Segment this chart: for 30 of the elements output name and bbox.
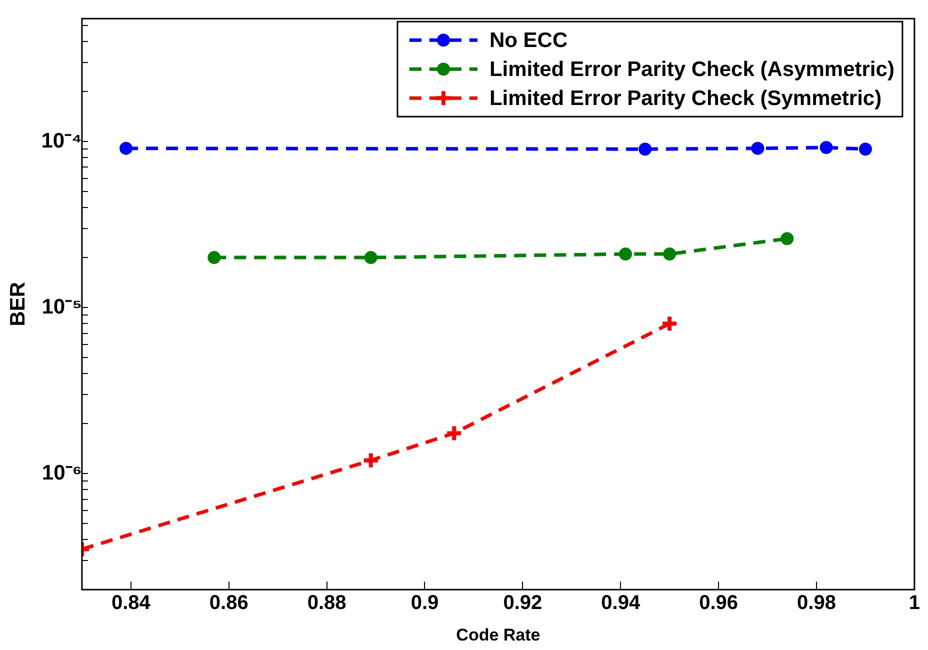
point xyxy=(619,248,632,261)
x-tick-label: 0.86 xyxy=(209,592,248,614)
point xyxy=(660,314,679,333)
legend-label: Limited Error Parity Check (Asymmetric) xyxy=(489,58,894,81)
point xyxy=(208,251,221,264)
point xyxy=(780,232,794,246)
x-tick-label: 0.84 xyxy=(111,592,152,614)
x-tick-label: 0.88 xyxy=(307,592,346,614)
point xyxy=(858,142,872,156)
x-tick-label: 0.92 xyxy=(503,592,542,614)
x-tick-label: 1 xyxy=(908,592,920,614)
legend-label: No ECC xyxy=(489,28,568,52)
x-tick-label: 0.96 xyxy=(699,592,738,614)
point xyxy=(663,248,676,261)
x-axis-title: Code Rate xyxy=(456,625,540,644)
y-tick-label: 10⁻⁶ xyxy=(42,461,82,484)
y-axis-title: BER xyxy=(6,282,30,326)
point xyxy=(820,141,833,154)
point xyxy=(120,142,133,155)
point xyxy=(445,424,464,442)
x-tick-label: 0.94 xyxy=(601,592,641,614)
point xyxy=(362,451,380,470)
point xyxy=(751,142,764,155)
y-tick-label: 10⁻⁵ xyxy=(42,295,82,318)
y-tick-label: 10⁻⁴ xyxy=(41,129,82,152)
x-tick-label: 0.9 xyxy=(410,592,439,614)
x-tick-label: 0.98 xyxy=(797,592,836,614)
point xyxy=(638,142,652,156)
legend-label: Limited Error Parity Check (Symmetric) xyxy=(489,86,882,110)
point xyxy=(364,251,378,264)
